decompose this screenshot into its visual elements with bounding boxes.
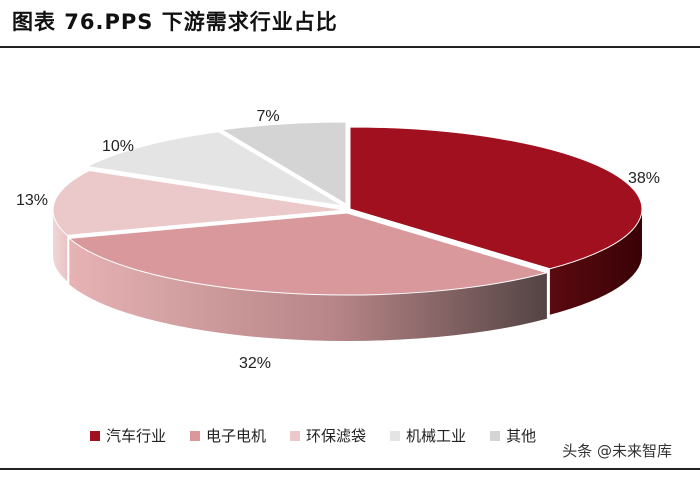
slice-other	[220, 121, 347, 205]
legend-label: 其他	[506, 427, 537, 445]
data-label-machinery: 10%	[102, 138, 134, 155]
chart-legend: 汽车行业 电子电机 环保滤袋 机械工业 其他	[90, 425, 536, 446]
data-label-electronics: 32%	[239, 355, 271, 372]
slice-side-filter-bag	[53, 210, 68, 282]
legend-item-auto: 汽车行业	[90, 425, 166, 446]
slice-filter-bag	[52, 169, 346, 236]
legend-item-filter-bag: 环保滤袋	[290, 425, 366, 446]
legend-label: 汽车行业	[106, 427, 167, 445]
watermark: 头条 @未来智库	[558, 440, 676, 461]
top-divider	[0, 46, 700, 48]
legend-item-electronics: 电子电机	[190, 425, 266, 446]
data-label-auto: 38%	[628, 170, 660, 187]
legend-swatch	[490, 430, 501, 441]
slice-electronics	[68, 212, 549, 296]
legend-item-other: 其他	[490, 425, 536, 446]
slice-side-electronics	[69, 238, 547, 341]
legend-item-machinery: 机械工业	[390, 425, 466, 446]
legend-swatch	[90, 430, 100, 441]
legend-label: 环保滤袋	[306, 427, 367, 445]
data-label-filter-bag: 13%	[16, 192, 48, 209]
slice-machinery	[85, 131, 344, 207]
slice-auto	[349, 126, 643, 270]
data-label-other: 7%	[256, 108, 279, 125]
legend-swatch	[390, 430, 401, 441]
slice-side-auto	[549, 209, 642, 315]
legend-label: 机械工业	[406, 427, 467, 445]
bottom-divider	[0, 468, 700, 470]
legend-swatch	[190, 430, 201, 441]
chart-title: 图表 76.PPS 下游需求行业占比	[12, 10, 338, 34]
legend-label: 电子电机	[206, 427, 267, 445]
legend-swatch	[290, 430, 301, 441]
